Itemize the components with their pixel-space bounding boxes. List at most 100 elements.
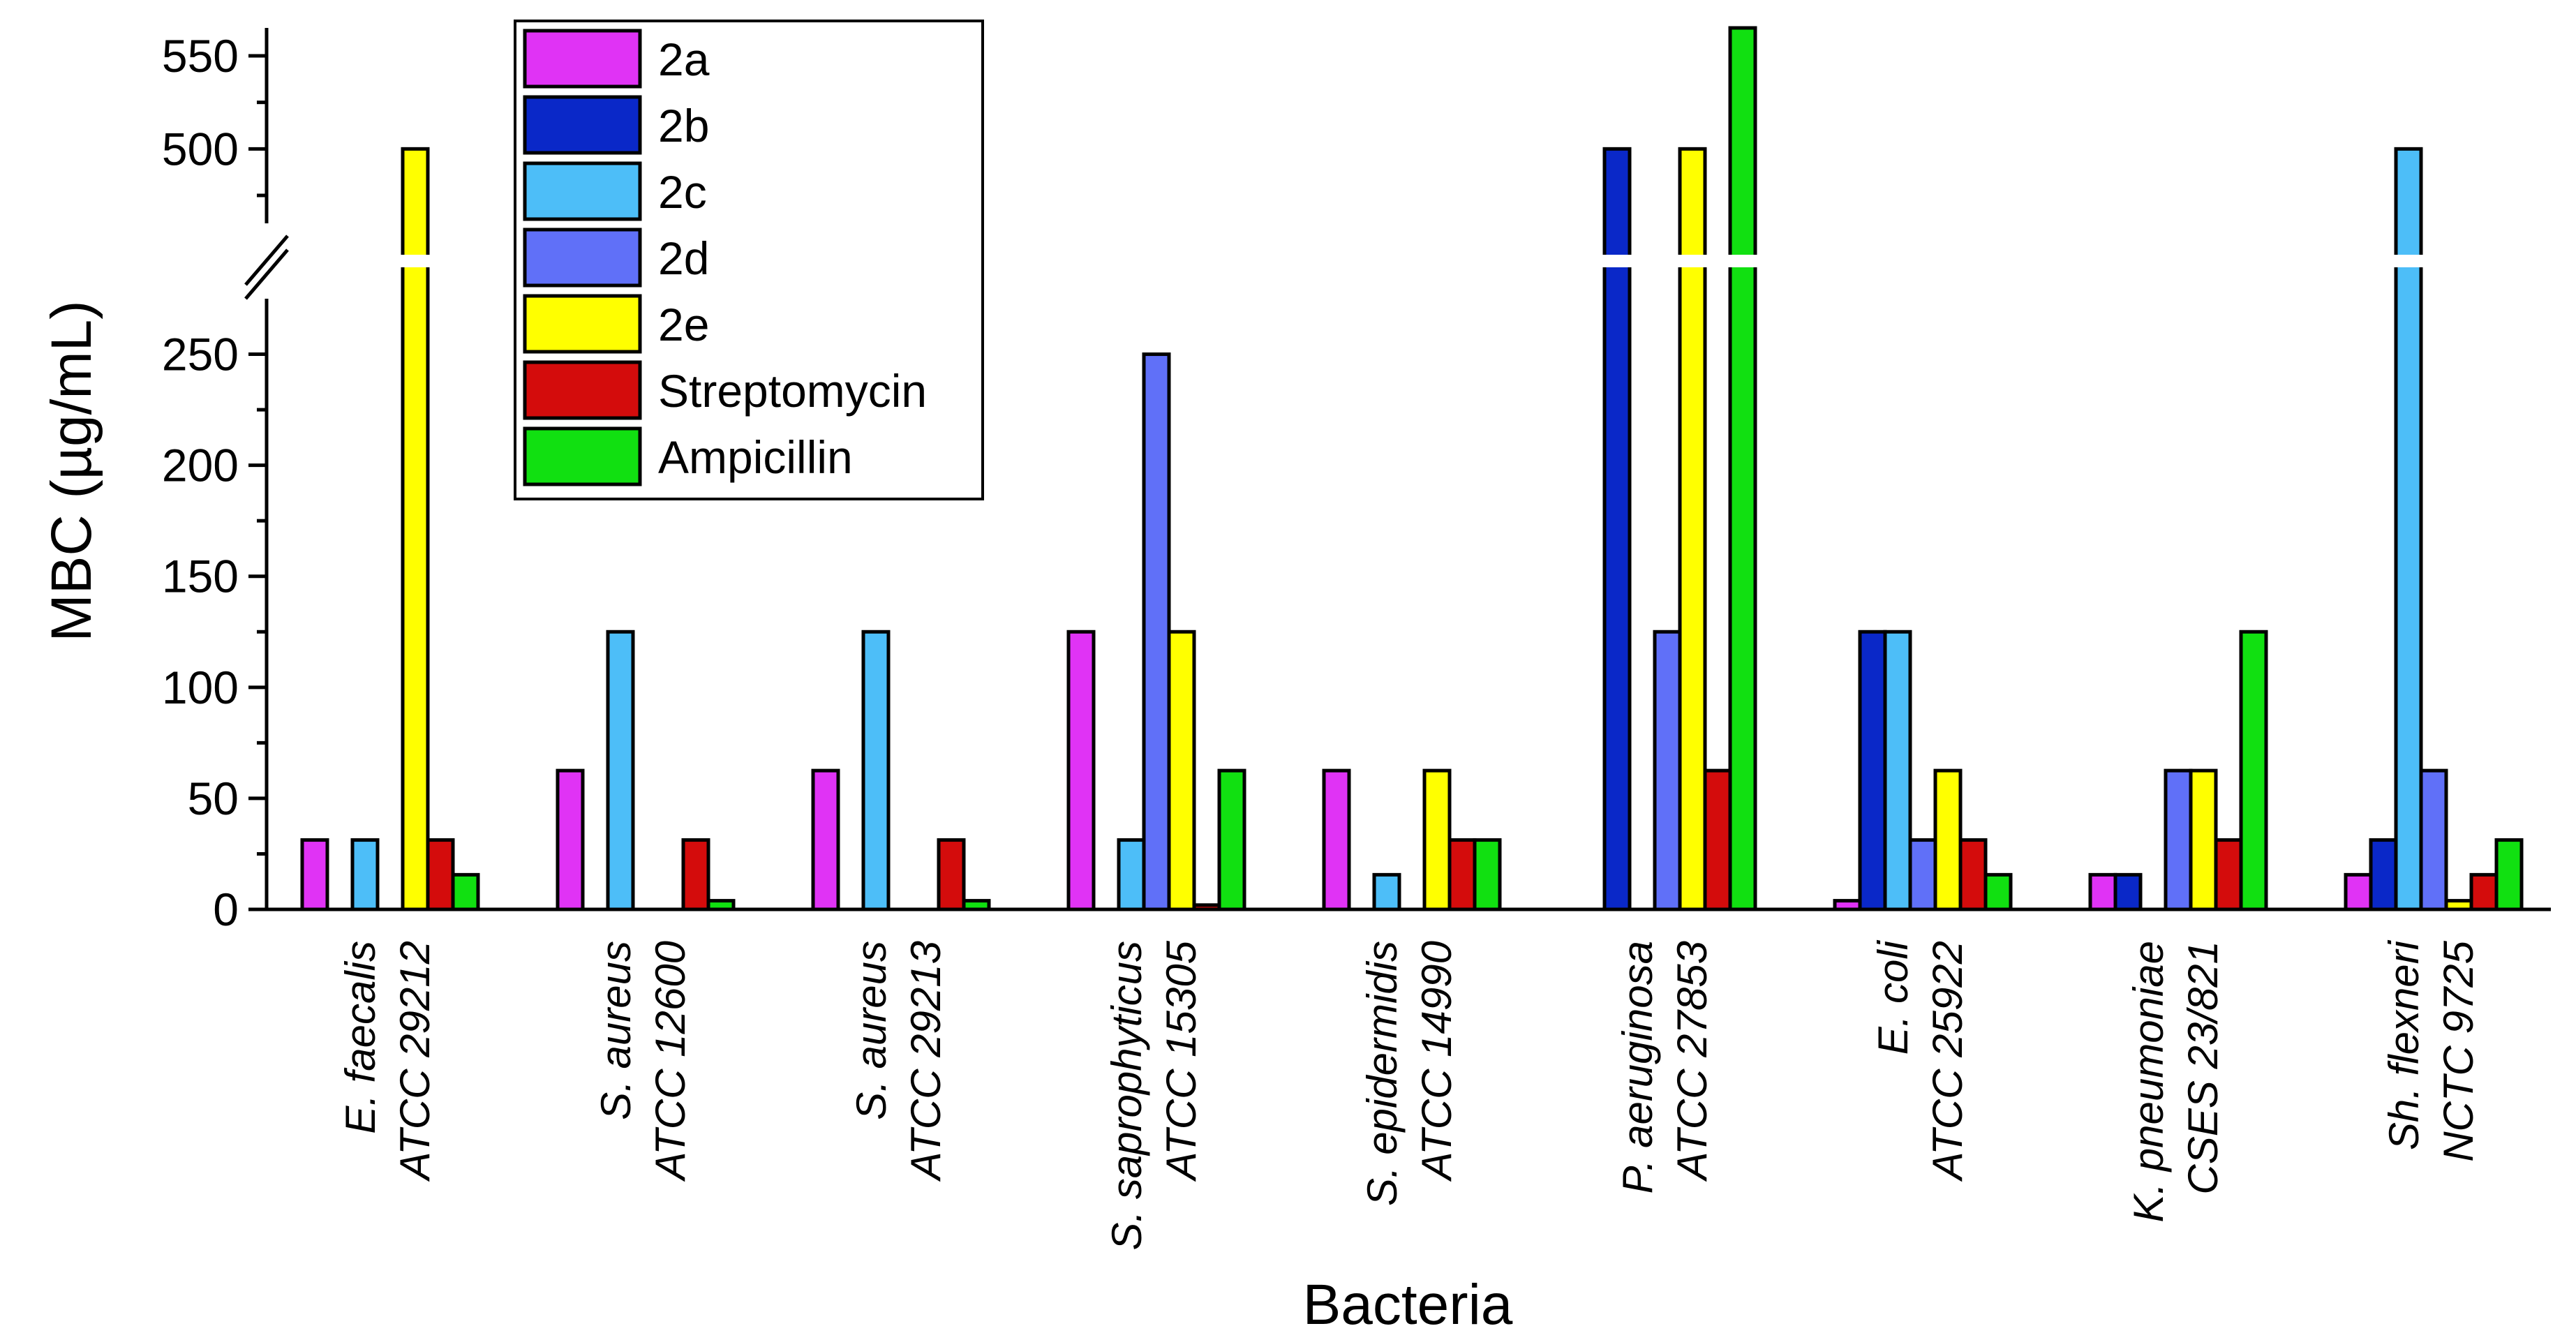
legend-label: Ampicillin	[658, 431, 853, 483]
axis-break-layer	[399, 255, 2425, 267]
legend-swatch-ampicillin	[523, 426, 642, 486]
legend-swatch-2c	[523, 161, 642, 221]
bar-2d	[2419, 768, 2448, 911]
bar-streptomycin	[1192, 903, 1221, 911]
bar-2c	[350, 838, 380, 911]
x-category-strain: NCTC 9725	[2435, 940, 2482, 1161]
bars-layer	[300, 26, 2524, 911]
y-axis-title: MBC (µg/mL)	[40, 300, 103, 641]
bar-2d	[1653, 630, 1682, 911]
y-tick-label: 250	[162, 329, 239, 380]
x-category-species: K. pneumoniae	[2125, 941, 2172, 1223]
bar-2e	[2189, 768, 2218, 911]
bar-ampicillin	[2239, 630, 2268, 911]
x-category-strain: ATCC 27853	[1669, 941, 1715, 1182]
bar-ampicillin	[1217, 768, 1246, 911]
bar-ampicillin	[962, 899, 991, 911]
bar-2d	[1908, 838, 1937, 911]
y-tick-label: 500	[162, 123, 239, 174]
legend-swatch-2b	[523, 95, 642, 155]
bar-ampicillin	[706, 899, 736, 911]
y-tick-label: 150	[162, 551, 239, 602]
bar-2b	[1602, 147, 1632, 911]
bar-break-gap	[1726, 255, 1759, 267]
bar-ampicillin	[1983, 872, 2013, 911]
axes-layer: 0 50 100 150 200 250 500 550	[162, 28, 2551, 935]
legend-label: 2a	[658, 34, 710, 85]
x-category-species: E. faecalis	[337, 941, 384, 1134]
legend-label: 2e	[658, 299, 709, 350]
bar-ampicillin	[2494, 838, 2524, 911]
bar-2a	[1833, 899, 1862, 911]
bar-2b	[2113, 872, 2143, 911]
bar-ampicillin	[451, 872, 480, 911]
bar-streptomycin	[2469, 872, 2499, 911]
bar-ampicillin	[1728, 26, 1757, 911]
y-tick-label: 550	[162, 30, 239, 82]
legend-label: Streptomycin	[658, 365, 927, 417]
bar-2a	[811, 768, 840, 911]
axis-break-mark	[244, 234, 289, 286]
bar-2a	[1066, 630, 1096, 911]
x-category-species: Sh. flexneri	[2381, 939, 2427, 1150]
bar-2c	[606, 630, 635, 911]
legend-label: 2d	[658, 232, 709, 284]
bar-2e	[2444, 899, 2473, 911]
bar-2c	[2394, 147, 2423, 911]
x-axis-title: Bacteria	[1303, 1273, 1513, 1337]
bar-2a	[556, 768, 585, 911]
x-category-strain: ATCC 14990	[1413, 941, 1460, 1182]
x-category-species: S. saprophyticus	[1103, 941, 1150, 1251]
y-tick-label: 0	[213, 884, 239, 935]
bar-2d	[2164, 768, 2193, 911]
bar-streptomycin	[681, 838, 710, 911]
bar-2d	[1142, 352, 1171, 911]
bar-2c	[1372, 872, 1401, 911]
x-category-species: S. aureus	[593, 941, 639, 1120]
bar-2c	[1883, 630, 1912, 911]
y-tick-label: 50	[188, 773, 239, 824]
bar-break-gap	[2392, 255, 2425, 267]
legend-swatch-2d	[523, 228, 642, 288]
bar-2a	[1322, 768, 1351, 911]
bar-2e	[1678, 147, 1707, 911]
labels-layer: E. faecalis ATCC 29212 S. aureus ATCC 12600…	[337, 939, 2482, 1250]
x-category-species: S. aureus	[848, 941, 895, 1120]
bar-streptomycin	[1447, 838, 1477, 911]
x-category-strain: ATCC 12600	[647, 941, 694, 1182]
x-category-species: E. coli	[1870, 939, 1916, 1055]
bar-break-gap	[1676, 255, 1709, 267]
x-category-strain: ATCC 29212	[392, 941, 438, 1182]
y-tick-label: 200	[162, 440, 239, 491]
x-category-species: S. epidermidis	[1359, 941, 1406, 1206]
bar-2a	[2344, 872, 2373, 911]
bar-2a	[2088, 872, 2117, 911]
y-tick-label: 100	[162, 662, 239, 713]
x-category-strain: ATCC 25922	[1924, 941, 1971, 1182]
bar-streptomycin	[937, 838, 966, 911]
bar-2b	[2369, 838, 2398, 911]
legend-swatch-streptomycin	[523, 360, 642, 420]
bar-2e	[401, 147, 430, 911]
bar-2b	[1858, 630, 1887, 911]
bar-streptomycin	[426, 838, 455, 911]
bar-2e	[1422, 768, 1452, 911]
bar-streptomycin	[1958, 838, 1988, 911]
bar-break-gap	[399, 255, 432, 267]
bar-2c	[1117, 838, 1146, 911]
legend-swatch-2a	[523, 29, 642, 89]
x-category-strain: ATCC 15305	[1158, 940, 1205, 1182]
bar-streptomycin	[2214, 838, 2243, 911]
bar-2a	[300, 838, 329, 911]
bar-2c	[861, 630, 891, 911]
legend-swatch-2e	[523, 294, 642, 354]
bar-streptomycin	[1703, 768, 1732, 911]
bar-ampicillin	[1473, 838, 1502, 911]
bar-2e	[1167, 630, 1196, 911]
x-category-strain: ATCC 29213	[902, 941, 949, 1182]
axis-break-mark	[244, 248, 289, 300]
legend: 2a 2b 2c 2d 2e Streptomycin Ampicillin	[514, 20, 984, 500]
bar-break-gap	[1600, 255, 1634, 267]
